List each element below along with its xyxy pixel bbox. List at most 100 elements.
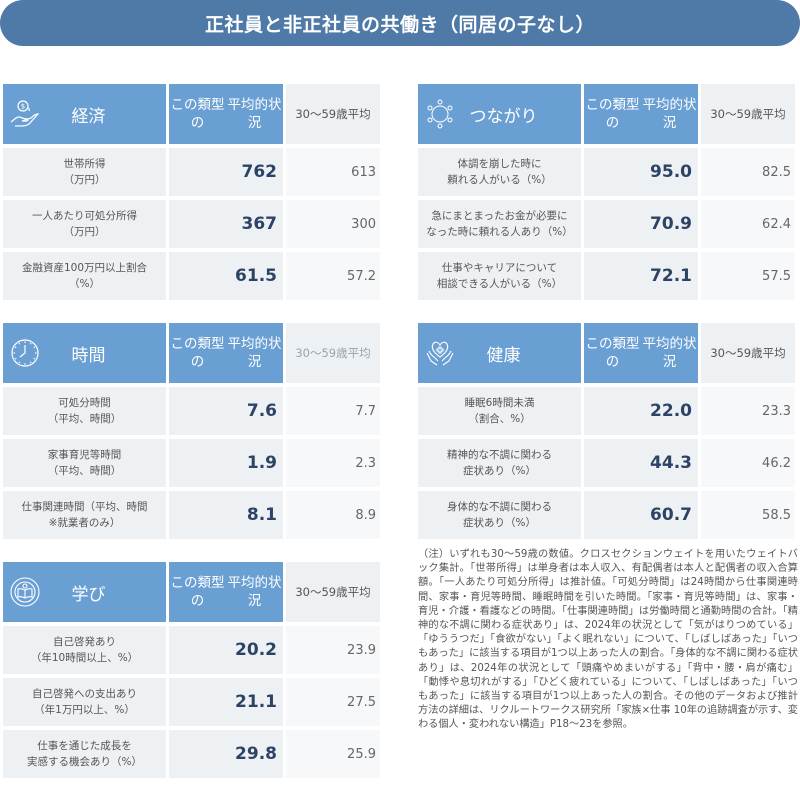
- type-status-header: この類型の 平均的状況: [169, 323, 283, 383]
- row-label: 仕事やキャリアについて 相談できる人がいる（%）: [418, 252, 581, 300]
- row-value: 44.3: [584, 439, 698, 487]
- table-row: 家事育児等時間 （平均、時間） 1.9 2.3: [3, 439, 383, 487]
- row-value: 95.0: [584, 148, 698, 196]
- row-label: 世帯所得 （万円）: [3, 148, 166, 196]
- panel-health: 健康 この類型の 平均的状況 30〜59歳平均 睡眠6時間未満 （割合、%） 22…: [418, 323, 798, 543]
- panel-header: つながり この類型の 平均的状況 30〜59歳平均: [418, 84, 798, 144]
- svg-text:$: $: [21, 103, 25, 111]
- table-row: 体調を崩した時に 頼れる人がいる（%） 95.0 82.5: [418, 148, 798, 196]
- table-row: 精神的な不調に関わる 症状あり（%） 44.3 46.2: [418, 439, 798, 487]
- type-status-header: この類型の 平均的状況: [584, 323, 698, 383]
- age-avg-header: 30〜59歳平均: [286, 323, 380, 383]
- header-line: この類型の: [585, 96, 640, 131]
- category-header: つながり: [418, 84, 581, 144]
- table-row: 自己啓発あり （年10時間以上、%） 20.2 23.9: [3, 626, 383, 674]
- header-line: 平均的状況: [642, 335, 697, 370]
- row-value: 1.9: [169, 439, 283, 487]
- panel-header: 時間 この類型の 平均的状況 30〜59歳平均: [3, 323, 383, 383]
- header-line: 平均的状況: [642, 96, 697, 131]
- header-line: 平均的状況: [227, 574, 282, 609]
- footnote: （注）いずれも30〜59歳の数値。クロスセクションウェイトを用いたウェイトバック…: [418, 549, 798, 731]
- category-name: 健康: [486, 345, 521, 366]
- row-avg: 62.4: [701, 200, 795, 248]
- table-row: 身体的な不調に関わる 症状あり（%） 60.7 58.5: [418, 491, 798, 539]
- row-value: 61.5: [169, 252, 283, 300]
- age-avg-header: 30〜59歳平均: [286, 84, 380, 144]
- table-row: 世帯所得 （万円） 762 613: [3, 148, 383, 196]
- clock-icon: [11, 339, 39, 367]
- age-avg-header: 30〜59歳平均: [701, 84, 795, 144]
- panel-header: 健康 この類型の 平均的状況 30〜59歳平均: [418, 323, 798, 383]
- category-header: 健康: [418, 323, 581, 383]
- table-row: 可処分時間 （平均、時間） 7.6 7.7: [3, 387, 383, 435]
- category-header: 時間: [3, 323, 166, 383]
- row-value: 22.0: [584, 387, 698, 435]
- table-row: 仕事関連時間（平均、時間 ※就業者のみ） 8.1 8.9: [3, 491, 383, 539]
- row-avg: 23.3: [701, 387, 795, 435]
- row-label: 睡眠6時間未満 （割合、%）: [418, 387, 581, 435]
- row-value: 7.6: [169, 387, 283, 435]
- table-row: 一人あたり可処分所得 （万円） 367 300: [3, 200, 383, 248]
- type-status-header: この類型の 平均的状況: [584, 84, 698, 144]
- row-value: 20.2: [169, 626, 283, 674]
- book-cycle-icon: [10, 577, 40, 607]
- row-avg: 613: [286, 148, 380, 196]
- row-avg: 300: [286, 200, 380, 248]
- type-status-header: この類型の 平均的状況: [169, 84, 283, 144]
- header-line: 平均的状況: [227, 335, 282, 370]
- row-avg: 57.5: [701, 252, 795, 300]
- row-label: 金融資産100万円以上割合 （%）: [3, 252, 166, 300]
- row-label: 家事育児等時間 （平均、時間）: [3, 439, 166, 487]
- panel-header: 学び この類型の 平均的状況 30〜59歳平均: [3, 562, 383, 622]
- header-line: 平均的状況: [227, 96, 282, 131]
- row-avg: 46.2: [701, 439, 795, 487]
- row-label: 自己啓発への支出あり （年1万円以上、%）: [3, 678, 166, 726]
- category-header: 学び: [3, 562, 166, 622]
- row-value: 8.1: [169, 491, 283, 539]
- row-avg: 57.2: [286, 252, 380, 300]
- row-avg: 2.3: [286, 439, 380, 487]
- row-value: 762: [169, 148, 283, 196]
- row-label: 仕事関連時間（平均、時間 ※就業者のみ）: [3, 491, 166, 539]
- category-header: $ 経済: [3, 84, 166, 144]
- category-name: 経済: [71, 106, 106, 127]
- row-value: 60.7: [584, 491, 698, 539]
- table-row: 金融資産100万円以上割合 （%） 61.5 57.2: [3, 252, 383, 300]
- row-label: 急にまとまったお金が必要に なった時に頼れる人あり（%）: [418, 200, 581, 248]
- row-label: 可処分時間 （平均、時間）: [3, 387, 166, 435]
- table-row: 睡眠6時間未満 （割合、%） 22.0 23.3: [418, 387, 798, 435]
- row-label: 精神的な不調に関わる 症状あり（%）: [418, 439, 581, 487]
- table-row: 急にまとまったお金が必要に なった時に頼れる人あり（%） 70.9 62.4: [418, 200, 798, 248]
- row-avg: 23.9: [286, 626, 380, 674]
- header-line: この類型の: [170, 335, 225, 370]
- category-name: 時間: [71, 345, 106, 366]
- header-line: この類型の: [170, 96, 225, 131]
- money-hand-icon: $: [10, 100, 40, 127]
- row-value: 367: [169, 200, 283, 248]
- people-circle-icon: [427, 99, 453, 129]
- table-row: 仕事やキャリアについて 相談できる人がいる（%） 72.1 57.5: [418, 252, 798, 300]
- table-row: 自己啓発への支出あり （年1万円以上、%） 21.1 27.5: [3, 678, 383, 726]
- panel-connection: つながり この類型の 平均的状況 30〜59歳平均 体調を崩した時に 頼れる人がい…: [418, 84, 798, 304]
- row-avg: 7.7: [286, 387, 380, 435]
- page-title: 正社員と非正社員の共働き（同居の子なし）: [0, 0, 800, 46]
- age-avg-header: 30〜59歳平均: [701, 323, 795, 383]
- header-line: この類型の: [170, 574, 225, 609]
- row-value: 72.1: [584, 252, 698, 300]
- age-avg-header: 30〜59歳平均: [286, 562, 380, 622]
- row-avg: 27.5: [286, 678, 380, 726]
- panel-header: $ 経済 この類型の 平均的状況 30〜59歳平均: [3, 84, 383, 144]
- row-avg: 58.5: [701, 491, 795, 539]
- panel-learning: 学び この類型の 平均的状況 30〜59歳平均 自己啓発あり （年10時間以上、%…: [3, 562, 383, 782]
- row-label: 仕事を通じた成長を 実感する機会あり（%）: [3, 730, 166, 778]
- row-value: 29.8: [169, 730, 283, 778]
- row-value: 21.1: [169, 678, 283, 726]
- row-avg: 25.9: [286, 730, 380, 778]
- row-value: 70.9: [584, 200, 698, 248]
- heart-hands-icon: [426, 341, 454, 366]
- header-line: この類型の: [585, 335, 640, 370]
- panel-economy: $ 経済 この類型の 平均的状況 30〜59歳平均 世帯所得 （万円） 762 6…: [3, 84, 383, 304]
- table-row: 仕事を通じた成長を 実感する機会あり（%） 29.8 25.9: [3, 730, 383, 778]
- row-label: 一人あたり可処分所得 （万円）: [3, 200, 166, 248]
- type-status-header: この類型の 平均的状況: [169, 562, 283, 622]
